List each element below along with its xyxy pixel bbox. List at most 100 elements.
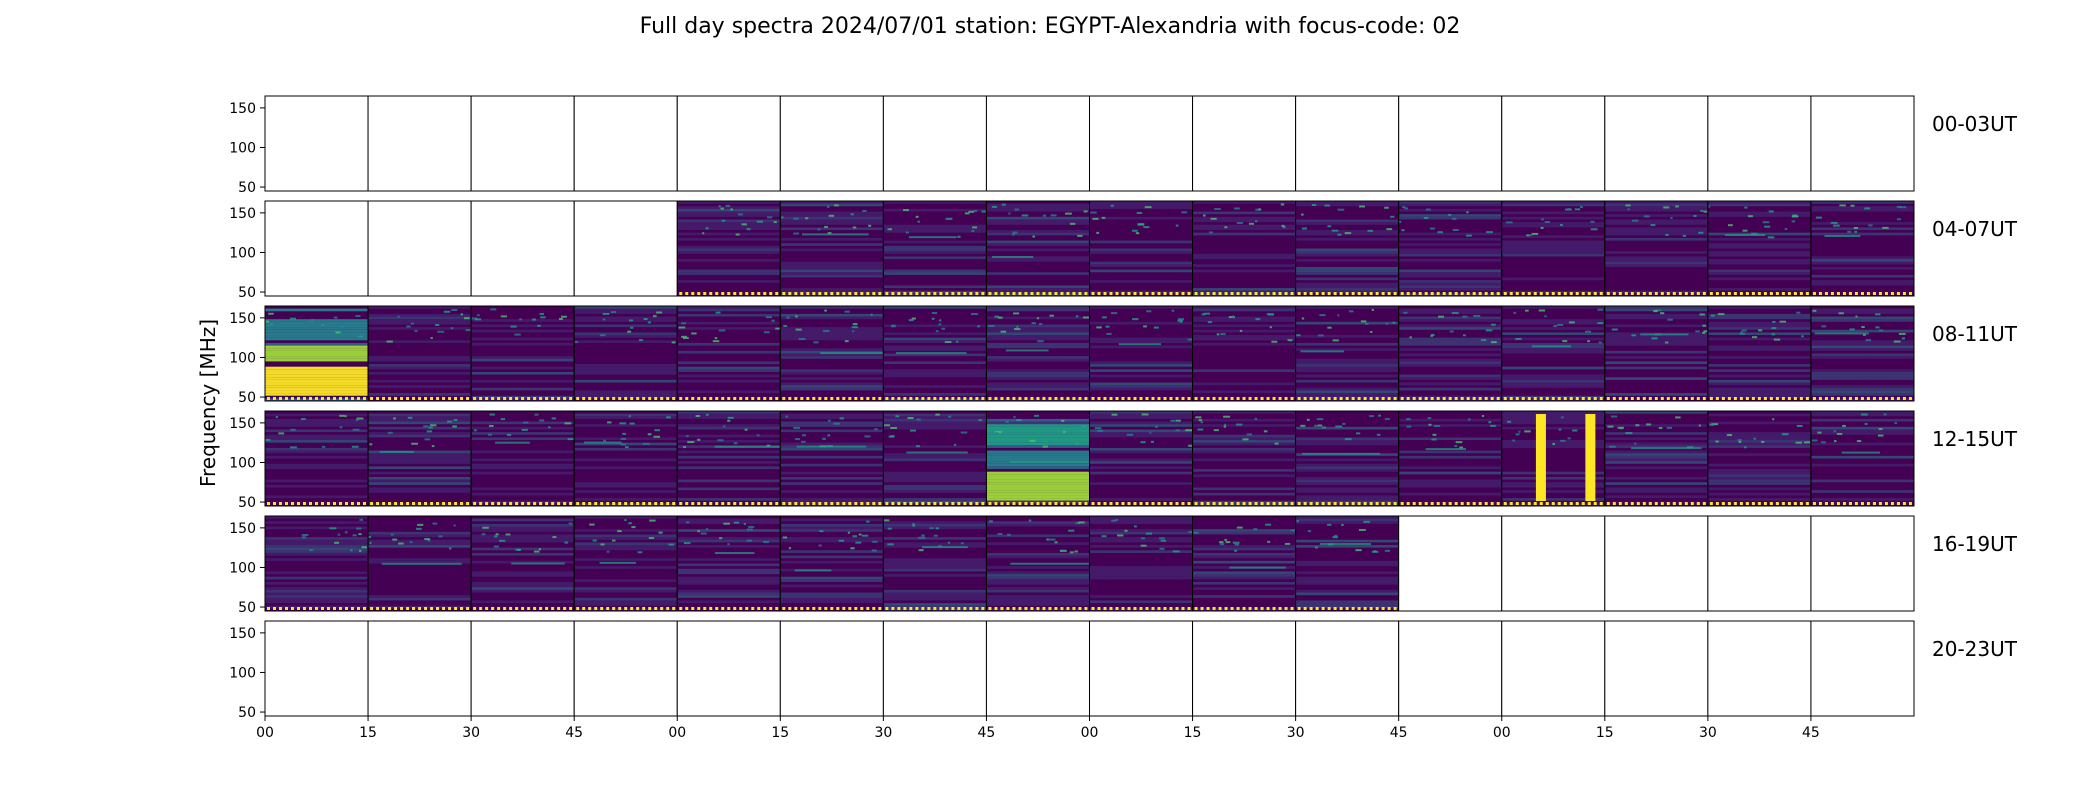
interference-speck	[1258, 208, 1261, 211]
spectral-band	[1810, 463, 1914, 467]
baseline-marker	[1757, 292, 1761, 295]
baseline-marker	[1321, 607, 1325, 610]
baseline-marker	[279, 397, 282, 400]
interference-speck	[1742, 229, 1748, 232]
spectral-band	[1295, 348, 1399, 351]
baseline-marker	[878, 607, 882, 610]
spectral-band	[986, 222, 1090, 225]
baseline-marker	[1466, 397, 1470, 400]
spectral-band	[1501, 350, 1605, 354]
spectral-band	[1089, 574, 1193, 577]
baseline-marker	[1230, 397, 1234, 400]
baseline-marker	[1339, 292, 1343, 295]
spectrum-panel	[676, 620, 781, 717]
interference-speck	[1029, 439, 1036, 442]
interference-speck	[428, 426, 433, 429]
spectral-band	[1192, 335, 1296, 338]
interference-speck	[883, 424, 890, 427]
baseline-marker	[933, 502, 937, 505]
interference-speck	[1370, 330, 1373, 333]
spectral-band	[1501, 445, 1605, 448]
interference-speck	[1856, 440, 1862, 443]
spectrum-panel	[367, 200, 472, 297]
spectrum-panel	[264, 200, 369, 297]
baseline-marker	[1503, 292, 1507, 295]
spectral-band	[471, 450, 575, 454]
spectral-band	[368, 327, 472, 330]
spectral-band	[1089, 424, 1193, 427]
spectrum-panel	[882, 305, 987, 402]
spectral-band	[986, 597, 1090, 601]
interference-speck	[1327, 326, 1332, 329]
baseline-marker	[1563, 397, 1567, 400]
baseline-marker	[551, 397, 555, 400]
baseline-marker	[818, 607, 822, 610]
interference-speck	[717, 439, 724, 442]
spectral-band	[368, 306, 472, 309]
interference-speck	[909, 429, 917, 432]
baseline-marker	[1187, 607, 1191, 610]
baseline-marker	[697, 292, 701, 295]
panel-background	[265, 621, 369, 716]
baseline-marker	[1515, 292, 1519, 295]
baseline-marker	[1454, 502, 1458, 505]
interference-speck	[1758, 329, 1763, 332]
interference-speck	[1753, 437, 1756, 440]
row-label: 16-19UT	[1932, 532, 2018, 556]
baseline-marker	[1581, 502, 1585, 505]
baseline-marker	[691, 292, 695, 295]
spectral-band	[1089, 429, 1193, 433]
interference-speck	[481, 533, 486, 536]
spectrum-panel	[264, 305, 369, 402]
spectral-band	[1192, 342, 1296, 346]
baseline-marker	[1690, 292, 1694, 295]
interference-speck	[339, 414, 345, 417]
baseline-marker	[515, 607, 519, 610]
y-axis-label: Frequency [MHz]	[196, 319, 220, 487]
spectral-band	[677, 374, 781, 378]
spectral-band	[368, 434, 472, 438]
interference-speck	[561, 315, 567, 318]
spectral-band	[1810, 353, 1914, 357]
spectral-band	[1089, 566, 1193, 569]
baseline-marker	[824, 502, 828, 505]
interference-speck	[1737, 439, 1742, 442]
spectral-band	[677, 545, 781, 548]
spectral-band	[265, 581, 369, 585]
baseline-marker	[1054, 502, 1058, 505]
spectral-band	[1398, 364, 1502, 367]
panel-background	[1295, 306, 1399, 401]
spectral-band	[1089, 369, 1193, 372]
baseline-marker	[479, 607, 483, 610]
interference-speck	[450, 327, 454, 330]
spectral-band	[574, 579, 678, 582]
spectral-band	[368, 416, 472, 419]
spectral-band	[883, 256, 987, 260]
spectral-band	[883, 445, 987, 448]
baseline-marker	[400, 607, 404, 610]
spectral-band	[780, 523, 884, 527]
spectral-band	[574, 466, 678, 470]
baseline-marker	[1818, 292, 1822, 295]
spectral-band	[471, 466, 575, 470]
baseline-marker	[539, 397, 543, 400]
spectral-band	[1707, 437, 1811, 441]
interference-speck	[1175, 224, 1179, 227]
spectral-band	[677, 369, 781, 372]
spectral-band	[265, 571, 369, 575]
interference-speck	[1700, 209, 1704, 212]
spectral-band	[677, 206, 781, 209]
spectral-band	[883, 479, 987, 483]
spectral-band	[1604, 487, 1708, 491]
spectrum-panel	[985, 305, 1090, 402]
interference-speck	[1796, 311, 1801, 314]
panel-frame	[1810, 95, 1915, 192]
baseline-marker	[521, 397, 525, 400]
baseline-marker	[1533, 397, 1537, 400]
interference-speck	[474, 318, 482, 321]
baseline-marker	[400, 502, 404, 505]
baseline-marker	[1654, 502, 1658, 505]
baseline-marker	[1097, 502, 1101, 505]
spectral-band	[986, 243, 1090, 246]
interference-speck	[1332, 339, 1339, 342]
